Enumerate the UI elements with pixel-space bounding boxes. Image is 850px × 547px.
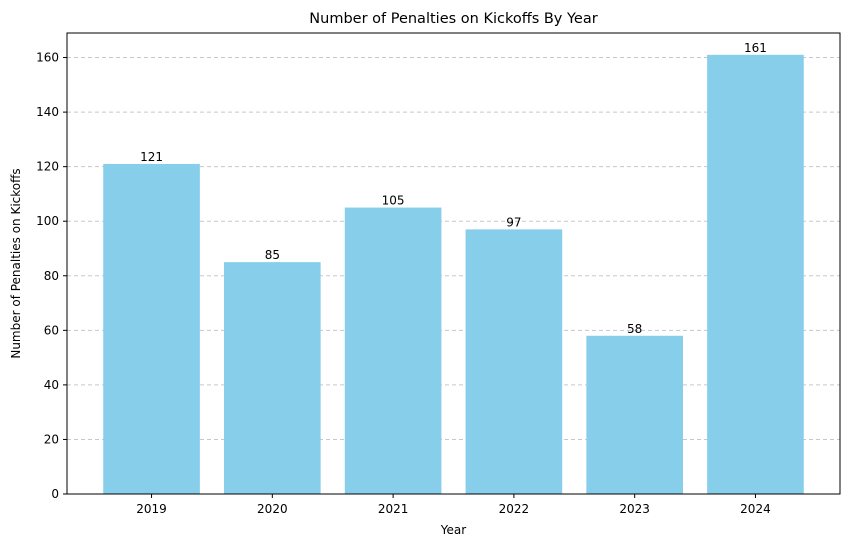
y-tick-label: 140 [36, 105, 59, 119]
data-label: 121 [140, 150, 163, 164]
y-tick-label: 60 [44, 323, 59, 337]
y-tick-label: 40 [44, 378, 59, 392]
x-tick-label: 2024 [740, 502, 771, 516]
x-axis-ticks: 2019 2020 2021 2022 2023 2024 [136, 494, 771, 516]
y-tick-label: 100 [36, 214, 59, 228]
y-tick-label: 0 [51, 487, 59, 501]
x-tick-label: 2019 [136, 502, 167, 516]
data-label: 161 [744, 41, 767, 55]
bar [224, 262, 321, 494]
bar [707, 54, 804, 495]
data-label: 85 [265, 248, 280, 262]
x-axis-label: Year [440, 523, 466, 537]
data-label: 105 [382, 194, 405, 208]
x-tick-label: 2022 [499, 502, 530, 516]
plot-frame [66, 32, 841, 495]
y-tick-label: 160 [36, 51, 59, 65]
data-label: 97 [506, 215, 521, 229]
y-axis-ticks: 0 20 40 60 80 100 120 140 160 [36, 51, 67, 501]
bars [103, 54, 804, 495]
x-tick-label: 2023 [619, 502, 650, 516]
data-labels: 121 85 105 97 58 161 [140, 41, 767, 336]
y-tick-label: 80 [44, 269, 59, 283]
bar [586, 335, 683, 494]
bar [465, 229, 563, 494]
y-tick-label: 120 [36, 160, 59, 174]
y-axis-label: Number of Penalties on Kickoffs [9, 168, 23, 358]
data-label: 58 [627, 322, 642, 336]
x-tick-label: 2020 [257, 502, 288, 516]
x-tick-label: 2021 [378, 502, 409, 516]
y-tick-label: 20 [44, 432, 59, 446]
bar [344, 207, 442, 494]
bar [103, 163, 200, 494]
chart-title: Number of Penalties on Kickoffs By Year [309, 11, 597, 27]
